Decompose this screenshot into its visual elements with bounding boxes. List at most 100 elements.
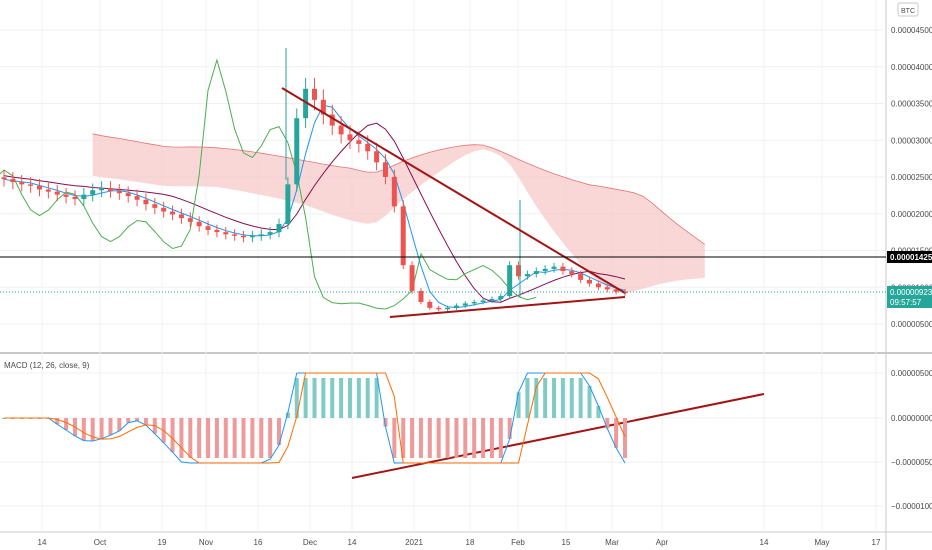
- macd-histogram-bar: [277, 418, 282, 445]
- price-tick-label: 0.00002000: [891, 210, 932, 219]
- candle-body: [161, 207, 167, 212]
- candle-body: [374, 151, 380, 163]
- candle-body: [436, 307, 442, 310]
- macd-histogram-bar: [241, 418, 246, 458]
- candle-body: [498, 296, 504, 300]
- time-tick-label: 14: [760, 538, 769, 547]
- candle-body: [187, 218, 193, 222]
- candle-body: [569, 271, 575, 275]
- macd-histogram-bar: [81, 418, 86, 441]
- hline-label: 0.00001425: [890, 253, 932, 262]
- candle-body: [400, 206, 406, 266]
- candle-body: [90, 190, 96, 195]
- candle-body: [320, 99, 326, 115]
- candle-body: [258, 234, 264, 236]
- time-tick-label: 14: [348, 538, 357, 547]
- macd-histogram-bar: [294, 378, 299, 418]
- macd-histogram-bar: [454, 418, 459, 458]
- macd-histogram-bar: [445, 418, 450, 458]
- chikou-line: [0, 58, 537, 310]
- time-tick-label: Feb: [511, 538, 525, 547]
- time-tick-label: Apr: [656, 538, 669, 547]
- time-tick-label: 16: [254, 538, 263, 547]
- macd-histogram-bar: [365, 378, 370, 418]
- macd-histogram-bar: [463, 418, 468, 458]
- macd-tick-label: −0.00001000: [891, 502, 932, 511]
- candle-body: [125, 193, 131, 197]
- candle-body: [107, 188, 113, 191]
- macd-histogram-bar: [347, 378, 352, 418]
- macd-trendline[interactable]: [351, 393, 765, 479]
- candle-body: [223, 232, 229, 235]
- descending-trendline[interactable]: [281, 87, 626, 294]
- candles: [1, 48, 628, 312]
- macd-histogram-bar: [197, 418, 202, 458]
- macd-histogram-bar: [534, 378, 539, 418]
- time-tick-label: 19: [158, 538, 167, 547]
- candle-body: [196, 221, 202, 227]
- candle-body: [303, 88, 309, 119]
- macd-histogram-bar: [374, 378, 379, 418]
- candle-body: [418, 290, 424, 302]
- kijun-line: [3, 122, 626, 303]
- macd-histogram-bar: [188, 418, 193, 458]
- candle-body: [99, 188, 105, 191]
- time-tick-label: Oct: [94, 538, 107, 547]
- candle-body: [338, 125, 344, 135]
- macd-title: MACD (12, 26, close, 9): [4, 361, 90, 370]
- candle-body: [143, 199, 149, 205]
- candle-body: [214, 229, 220, 233]
- senkou-span-b: [92, 133, 706, 245]
- macd-histogram-bar: [135, 418, 140, 421]
- candle-body: [542, 268, 548, 272]
- candle-body: [1, 177, 7, 180]
- macd-histogram-bar: [268, 418, 273, 458]
- candle-body: [152, 204, 158, 208]
- candle-body: [81, 194, 87, 200]
- macd-histogram-bar: [516, 392, 521, 418]
- candle-body: [471, 301, 477, 304]
- candle-body: [453, 305, 459, 308]
- price-tick-label: 0.00004000: [891, 63, 932, 72]
- macd-histogram-bar: [543, 378, 548, 418]
- macd-histogram-bar: [481, 418, 486, 458]
- macd-tick-label: −0.00000500: [891, 458, 932, 467]
- macd-histogram-bar: [623, 418, 627, 458]
- candle-body: [232, 234, 238, 236]
- macd-histogram-bar: [179, 418, 184, 458]
- candle-body: [249, 235, 255, 238]
- last-price-label: 0.00000923: [890, 288, 932, 297]
- candle-body: [356, 140, 362, 144]
- macd-histogram-bar: [285, 412, 290, 418]
- macd-tick-label: 0.00000000: [891, 414, 932, 423]
- candle-body: [587, 279, 593, 284]
- time-axis: 14 Oct 19 Nov 16 Dec 14 2021 18 Feb 15 Mar Apr 14 May 1…: [38, 538, 881, 547]
- macd-histogram-bar: [117, 418, 122, 432]
- candle-body: [241, 235, 247, 238]
- time-tick-label: 18: [466, 538, 475, 547]
- macd-histogram-bar: [206, 418, 211, 458]
- macd-tick-label: 0.00000500: [891, 369, 932, 378]
- candle-body: [285, 184, 291, 225]
- candle-body: [170, 211, 176, 215]
- macd-histogram-bar: [303, 378, 308, 418]
- candle-body: [578, 274, 584, 280]
- candle-body: [19, 182, 25, 185]
- candle-body: [312, 88, 317, 100]
- candle-body: [178, 214, 184, 219]
- macd-histogram-bar: [489, 418, 494, 458]
- candle-body: [507, 265, 513, 297]
- candle-body: [480, 300, 486, 302]
- macd-histogram-bar: [560, 378, 565, 418]
- time-tick-label: 14: [38, 538, 47, 547]
- time-tick-label: 15: [562, 538, 571, 547]
- time-tick-label: Nov: [199, 538, 213, 547]
- macd-histogram-bar: [605, 418, 610, 429]
- macd-histogram-bar: [410, 418, 415, 458]
- time-tick-label: May: [814, 538, 829, 547]
- candle-body: [445, 307, 451, 310]
- countdown-label: 09:57:57: [890, 298, 922, 307]
- macd-histogram-bar: [259, 418, 264, 458]
- ascending-support-trendline[interactable]: [389, 296, 626, 318]
